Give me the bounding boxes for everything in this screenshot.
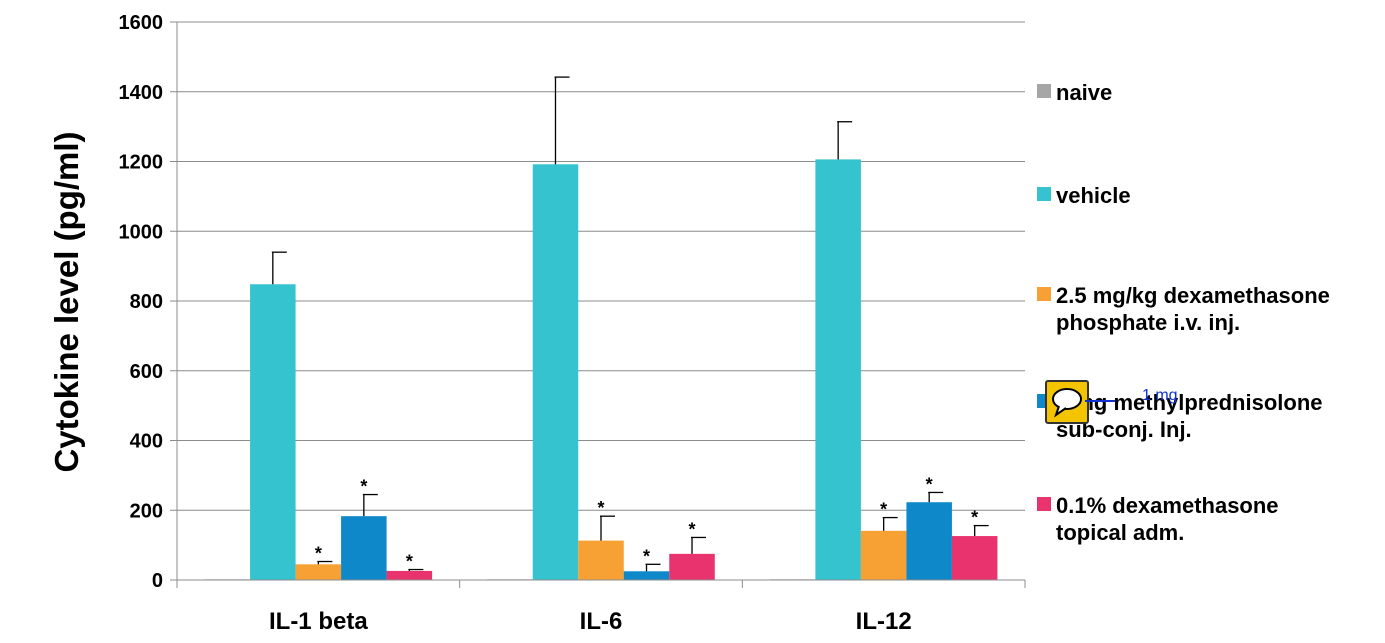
bar-1-1 — [532, 164, 579, 581]
bar-4-0 — [386, 570, 433, 580]
legend-label: 2.5 mg/kg dexamethasone phosphate i.v. i… — [1056, 283, 1330, 335]
y-tick-label: 1600 — [119, 12, 164, 34]
significance-star: * — [643, 546, 650, 566]
bar-3-0 — [341, 516, 387, 580]
annotation-connector — [1085, 400, 1115, 402]
bar-chart: ********* 02004006008001000120014001600 … — [48, 12, 1026, 635]
legend-label: naive — [1056, 80, 1113, 105]
significance-star: * — [880, 500, 887, 520]
x-category-label: IL-6 — [580, 608, 623, 635]
bar-4-2 — [951, 536, 998, 580]
bar-1-2 — [815, 159, 861, 580]
legend-swatch — [1037, 187, 1051, 201]
bars: * * * * * * * * * — [204, 76, 998, 581]
x-category-label: IL-12 — [856, 608, 912, 635]
bar-2-0 — [295, 564, 342, 580]
annotation-text: 1 mg — [1142, 387, 1178, 404]
legend-item: 0.1% dexamethasone topical adm. — [1037, 492, 1346, 546]
legend-item: 2.5 mg/kg dexamethasone phosphate i.v. i… — [1037, 282, 1346, 336]
legend-swatch — [1037, 497, 1051, 511]
bar-3-2 — [906, 502, 952, 580]
significance-star: * — [315, 544, 322, 564]
grid-lines — [177, 21, 1025, 511]
x-category-labels: IL-1 beta IL-6 IL-12 — [269, 608, 912, 635]
legend-label: 1 mg methylprednisolone sub-conj. Inj. — [1056, 390, 1323, 442]
comment-icon[interactable] — [1045, 380, 1089, 424]
legend-label: 0.1% dexamethasone topical adm. — [1056, 493, 1279, 545]
y-tick-label: 400 — [130, 431, 163, 453]
legend: naive vehicle 2.5 mg/kg dexamethasone phos… — [1037, 0, 1377, 643]
y-tick-label: 1000 — [119, 221, 164, 243]
legend-item: 1 mg methylprednisolone sub-conj. Inj. — [1037, 389, 1346, 443]
bar-2-1 — [578, 540, 624, 580]
y-axis-label: Cytokine level (pg/ml) — [48, 131, 85, 472]
x-category-label: IL-1 beta — [269, 608, 368, 635]
bar-4-1 — [669, 553, 715, 580]
legend-swatch — [1037, 84, 1051, 98]
y-tick-label: 600 — [130, 361, 163, 383]
significance-star: * — [360, 477, 367, 497]
y-tick-labels: 0 200 400 600 800 1000 1200 1400 1600 — [119, 12, 164, 592]
y-tick-label: 800 — [130, 291, 163, 313]
speech-bubble-icon — [1052, 388, 1082, 418]
legend-label: vehicle — [1056, 183, 1131, 208]
y-tick-label: 1200 — [119, 152, 164, 174]
y-tick-label: 0 — [152, 570, 163, 592]
axes — [170, 21, 1026, 588]
bar-2-2 — [860, 530, 907, 580]
bar-3-1 — [623, 571, 670, 580]
bar-1-0 — [250, 284, 296, 580]
legend-item: naive — [1037, 79, 1346, 106]
y-tick-label: 200 — [130, 500, 163, 522]
significance-star: * — [971, 508, 978, 528]
significance-star: * — [926, 474, 933, 494]
significance-star: * — [689, 519, 696, 539]
legend-swatch — [1037, 287, 1051, 301]
significance-star: * — [597, 498, 604, 518]
y-tick-label: 1400 — [119, 82, 164, 104]
legend-item: vehicle — [1037, 182, 1346, 209]
significance-star: * — [406, 552, 413, 572]
